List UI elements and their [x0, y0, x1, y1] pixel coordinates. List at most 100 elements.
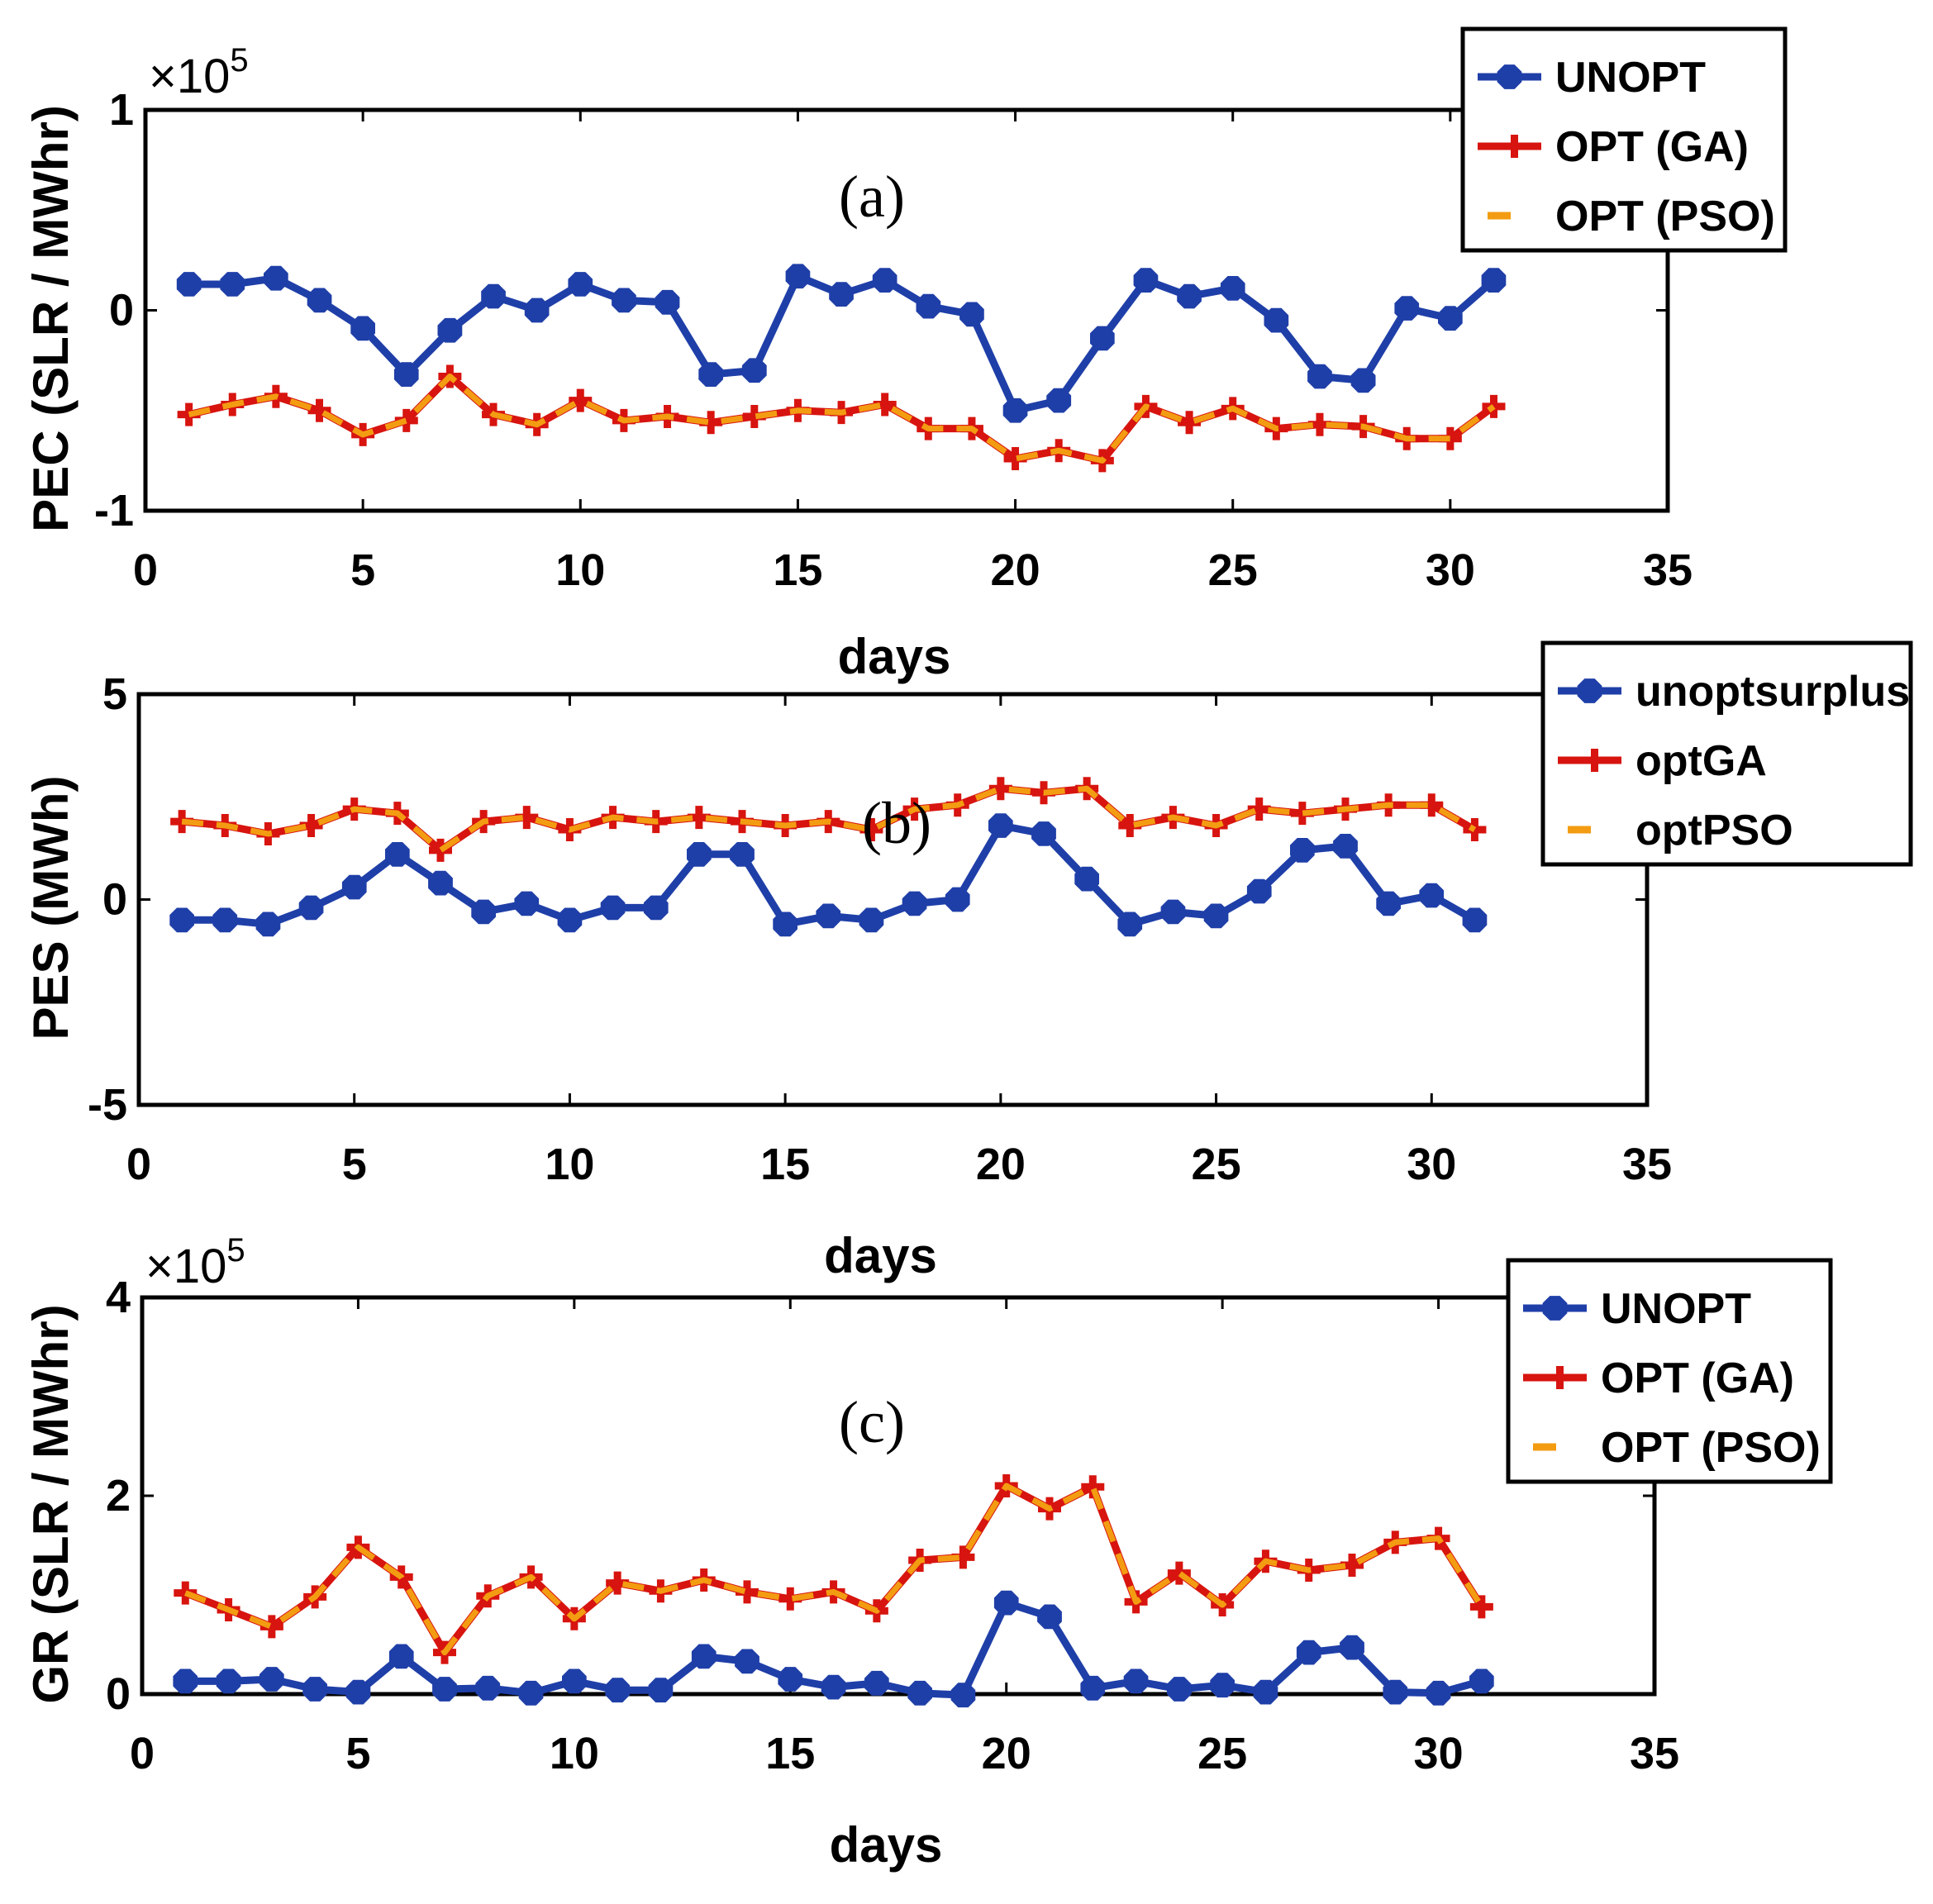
y-tick-label: 0 [109, 286, 134, 336]
data-point-unopt [176, 272, 202, 297]
y-tick-label: 5 [102, 669, 127, 719]
data-point-unopt [816, 903, 841, 929]
data-point-unopt [1203, 903, 1229, 929]
data-point-unopt [655, 289, 680, 315]
series-line [184, 1483, 1484, 1656]
data-point-unopt [612, 288, 636, 313]
data-point-unopt [428, 870, 453, 896]
data-point-unopt [773, 912, 797, 937]
x-tick-label: 15 [760, 1140, 810, 1189]
x-tick-label: 35 [1630, 1729, 1679, 1778]
data-point-ga [1167, 1561, 1191, 1585]
x-axis-label: days [830, 1817, 943, 1873]
data-point-unopt [859, 907, 884, 933]
panel-label: (a) [839, 164, 905, 230]
legend: UNOPT OPT (GA) OPT (PSO) [1460, 26, 1788, 253]
data-point-unopt [778, 1667, 803, 1692]
data-point-unopt [212, 907, 238, 933]
data-point-ga [1247, 797, 1271, 821]
x-tick-label: 20 [991, 545, 1040, 595]
series-line [181, 785, 1477, 854]
legend-entry-label: unoptsurplus [1635, 668, 1910, 716]
data-point-unopt [557, 907, 583, 933]
data-point-unopt [902, 891, 927, 916]
data-point-unopt [345, 1679, 371, 1705]
data-point-unopt [1031, 821, 1056, 846]
x-tick-label: 30 [1414, 1729, 1464, 1778]
data-point-unopt [220, 272, 245, 297]
legend-swatch-marker [1577, 678, 1602, 703]
data-point-unopt [350, 316, 375, 341]
data-point-unopt [821, 1674, 846, 1700]
data-point-unopt [255, 912, 281, 937]
data-point-unopt [1376, 891, 1401, 916]
legend-swatch-marker [1583, 749, 1607, 772]
legend-entry-label: OPT (GA) [1555, 123, 1749, 171]
x-axis-label: days [824, 1228, 937, 1283]
legend-swatch-marker [1502, 135, 1526, 158]
x-tick-label: 5 [342, 1140, 367, 1189]
legend: UNOPT OPT (GA) OPT (PSO) [1506, 1258, 1833, 1484]
data-point-unopt [691, 1644, 717, 1669]
chart-panel-3: 0 5 10 15 20 25 30 35 0 2 4 ×105 days GR (SLR / MWhr)… [23, 1232, 1833, 1873]
series-line [183, 1482, 1485, 1657]
data-point-unopt [1290, 838, 1315, 863]
data-point-unopt [1177, 283, 1202, 309]
data-point-unopt [1160, 899, 1186, 925]
data-point-unopt [959, 302, 984, 327]
data-point-unopt [1394, 296, 1420, 321]
y-tick-label: -1 [94, 486, 134, 536]
data-point-unopt [872, 268, 897, 293]
data-point-unopt [1333, 834, 1358, 859]
legend-swatch-marker [1548, 1366, 1572, 1389]
y-tick-label: 1 [109, 85, 134, 135]
chart-panel-2: 0 5 10 15 20 25 30 35 -5 0 5 days PES (MWh) (b) unopts… [23, 640, 1913, 1283]
panel-label: (b) [862, 790, 931, 856]
x-tick-label: 0 [130, 1729, 155, 1778]
data-point-unopt [1220, 276, 1245, 301]
data-point-unopt [1046, 388, 1072, 413]
x-tick-label: 5 [345, 1729, 370, 1778]
data-point-unopt [341, 874, 367, 900]
data-point-unopt [568, 272, 593, 297]
data-point-unopt [1037, 1604, 1062, 1630]
panel-label: (c) [839, 1389, 905, 1455]
y-axis-label: PEC (SLR / MWhr) [23, 105, 79, 532]
data-point-unopt [648, 1678, 674, 1703]
data-point-unopt [481, 283, 506, 309]
y-tick-label: 4 [106, 1273, 131, 1322]
x-tick-label: 30 [1407, 1140, 1456, 1189]
y-axis-label: PES (MWh) [23, 776, 79, 1040]
legend-entry-label: UNOPT [1601, 1285, 1751, 1333]
data-point-ga [307, 398, 331, 422]
x-tick-label: 20 [982, 1729, 1031, 1778]
data-point-unopt [1481, 268, 1507, 293]
data-point-ga [174, 1581, 198, 1605]
x-tick-label: 10 [555, 545, 605, 595]
data-point-unopt [1246, 878, 1272, 904]
series-unopt [176, 264, 1507, 423]
data-point-unopt [1123, 1668, 1149, 1694]
data-point-unopt [518, 1680, 544, 1706]
data-point-unopt [741, 358, 767, 383]
legend-swatch-marker [1542, 1296, 1568, 1321]
data-point-unopt [864, 1670, 889, 1696]
data-point-unopt [1307, 364, 1332, 389]
data-point-unopt [432, 1677, 457, 1702]
data-point-unopt [1383, 1679, 1408, 1705]
data-point-unopt [730, 842, 755, 867]
data-point-unopt [1438, 306, 1463, 331]
legend-frame [1540, 640, 1913, 867]
data-point-unopt [393, 362, 419, 387]
x-tick-label: 10 [550, 1729, 599, 1778]
data-point-unopt [562, 1668, 587, 1694]
data-point-unopt [1350, 368, 1376, 393]
y-axis-multiplier: ×105 [145, 1232, 245, 1293]
data-point-ga [1463, 818, 1487, 842]
data-point-unopt [1080, 1675, 1106, 1701]
data-point-unopt [471, 899, 496, 925]
x-tick-label: 35 [1622, 1140, 1672, 1189]
data-point-unopt [1210, 1673, 1235, 1698]
data-point-unopt [514, 891, 540, 916]
data-point-unopt [735, 1649, 759, 1674]
